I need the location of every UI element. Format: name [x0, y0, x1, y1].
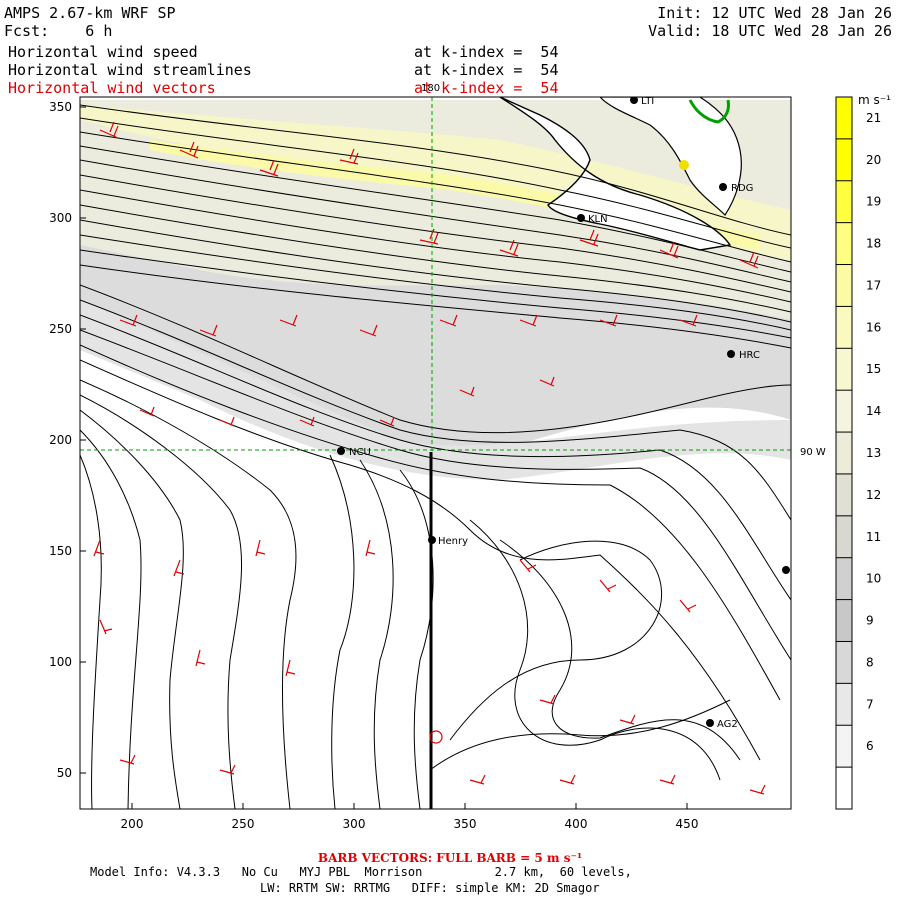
colorbar-swatch: [836, 557, 852, 600]
colorbar-swatch: [836, 180, 852, 223]
speed-shade-core: [150, 140, 760, 250]
field-name-1: Horizontal wind speed: [8, 43, 198, 61]
colorbar-label: 7: [866, 697, 874, 711]
station-marker-ag2: [706, 719, 714, 727]
x-tick-label: 350: [454, 817, 477, 831]
meridian-label: 180: [421, 83, 440, 94]
station-marker-ncu: [337, 447, 345, 455]
coast-land-east: [599, 97, 742, 216]
field-level-2: at k-index = 54: [414, 61, 559, 79]
model-info: Model Info: V4.3.3 No Cu MYJ PBL Morriso…: [90, 865, 632, 879]
parallel-label: 90 W: [800, 447, 826, 458]
y-tick-label: 200: [49, 433, 72, 447]
colorbar-label: 13: [866, 446, 881, 460]
colorbar-swatch: [836, 683, 852, 726]
model-title: AMPS 2.67-km WRF SP: [4, 4, 176, 22]
x-tick-label: 300: [343, 817, 366, 831]
colorbar-swatch: [836, 432, 852, 474]
map-frame: [79, 96, 792, 810]
colorbar-label: 9: [866, 614, 874, 628]
y-tick-label: 150: [49, 544, 72, 558]
station-label-hrc: HRC: [739, 350, 760, 361]
map-area: KLN RDG HRC NCU Henry AG2 LTI: [80, 96, 791, 809]
field-level-3: at k-index = 54: [414, 79, 559, 97]
station-marker-rdg: [719, 183, 727, 191]
colorbar-swatch: [836, 306, 852, 349]
field-name-3: Horizontal wind vectors: [8, 79, 216, 97]
colorbar-label: 6: [866, 739, 874, 753]
station-marker-hrc: [727, 350, 735, 358]
colorbar-label: 11: [866, 530, 881, 544]
colorbar-swatch: [836, 599, 852, 642]
colorbar: 21 20 19 18 17 16 15 14 13 12 11 10 9 8 7 6: [835, 96, 881, 810]
station-label-rdg: RDG: [731, 183, 753, 194]
y-axis: 350 300 250 200 150 100 50: [49, 100, 86, 780]
y-tick-label: 350: [49, 100, 72, 114]
x-tick-label: 400: [565, 817, 588, 831]
colorbar-label: 17: [866, 278, 881, 292]
speed-shade-jet: [80, 105, 791, 260]
station-marker-east: [782, 566, 790, 574]
station-label-ncu: NCU: [349, 447, 371, 458]
colorbar-label: 18: [866, 237, 881, 251]
colorbar-label: 16: [866, 320, 881, 334]
y-tick-label: 300: [49, 211, 72, 225]
field-name-2: Horizontal wind streamlines: [8, 61, 252, 79]
forecast-label: Fcst: 6 h: [4, 22, 112, 40]
max-speed-spot: [679, 160, 689, 170]
colorbar-label: 12: [866, 488, 881, 502]
colorbar-swatch: [836, 473, 852, 516]
colorbar-label: 15: [866, 362, 881, 376]
y-tick-label: 50: [57, 766, 72, 780]
colorbar-swatch: [836, 767, 852, 809]
x-tick-label: 450: [676, 817, 699, 831]
colorbar-frame: [835, 96, 853, 810]
colorbar-swatch: [836, 515, 852, 558]
forecast-hour: 6 h: [85, 22, 113, 40]
speed-shade-low: [80, 300, 791, 480]
calm-circle: [429, 730, 443, 744]
x-axis: 200 250 300 350 400 450: [121, 803, 699, 831]
colorbar-swatch: [836, 725, 852, 768]
colorbar-label: 10: [866, 572, 881, 586]
colorbar-swatch: [836, 390, 852, 433]
station-label-henry: Henry: [438, 536, 468, 547]
colorbar-label: 21: [866, 111, 881, 125]
colorbar-swatch: [836, 348, 852, 391]
station-label-ag2: AG2: [717, 719, 738, 730]
station-label-lti: LTI: [641, 96, 654, 107]
colorbar-swatch: [836, 641, 852, 684]
coast-land: [499, 97, 732, 251]
x-tick-label: 200: [121, 817, 144, 831]
colorbar-swatch: [836, 97, 852, 139]
colorbar-swatch: [836, 222, 852, 265]
model-physics: LW: RRTM SW: RRTMG DIFF: simple KM: 2D S…: [260, 881, 600, 895]
colorbar-unit: m s⁻¹: [858, 93, 891, 107]
colorbar-label: 19: [866, 195, 881, 209]
station-marker-lti: [630, 97, 638, 104]
y-tick-label: 250: [49, 322, 72, 336]
station-marker-henry: [428, 536, 436, 544]
x-tick-label: 250: [232, 817, 255, 831]
colorbar-label: 14: [866, 404, 881, 418]
colorbar-label: 20: [866, 153, 881, 167]
colorbar-swatch: [836, 138, 852, 181]
colorbar-label: 8: [866, 655, 874, 669]
barb-legend: BARB VECTORS: FULL BARB = 5 m s⁻¹: [317, 851, 583, 865]
y-tick-label: 100: [49, 655, 72, 669]
streamlines: [80, 104, 791, 809]
init-time: Init: 12 UTC Wed 28 Jan 26: [657, 4, 892, 22]
station-marker-kln: [577, 214, 585, 222]
wind-barbs: [93, 121, 766, 795]
station-label-kln: KLN: [588, 214, 608, 225]
field-level-1: at k-index = 54: [414, 43, 559, 61]
forecast-label-text: Fcst:: [4, 22, 50, 40]
valid-time: Valid: 18 UTC Wed 28 Jan 26: [648, 22, 892, 40]
colorbar-swatch: [836, 264, 852, 307]
stations: KLN RDG HRC NCU Henry AG2 LTI: [337, 96, 790, 730]
green-contour: [688, 99, 730, 124]
